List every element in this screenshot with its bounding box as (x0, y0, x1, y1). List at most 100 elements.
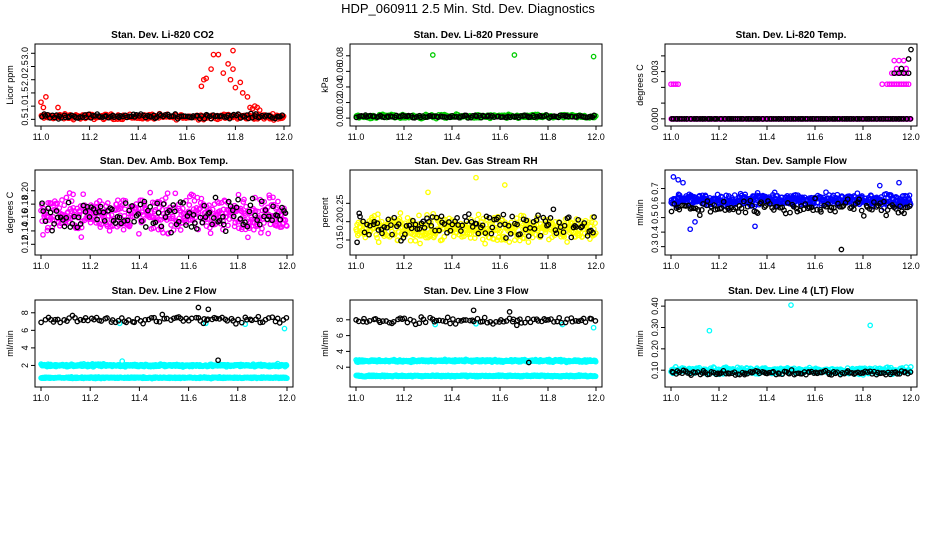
plot-frame (34, 299, 294, 388)
x-tick-label: 11.6 (178, 132, 195, 142)
data-point (391, 214, 398, 221)
data-point (424, 212, 430, 218)
data-point (869, 206, 875, 213)
data-point (552, 227, 559, 233)
data-point (675, 81, 682, 88)
data-point (122, 200, 129, 206)
data-point (147, 203, 154, 210)
data-point (443, 114, 450, 121)
series-red (38, 47, 287, 123)
chart-title: Stan. Dev. Amb. Box Temp. (100, 156, 228, 167)
data-point (97, 224, 104, 230)
data-point (433, 214, 440, 221)
y-tick-label: 2.0 (20, 73, 30, 86)
data-point (412, 237, 419, 244)
data-point (417, 240, 423, 247)
data-point (735, 209, 742, 215)
data-point (495, 214, 501, 221)
data-point (905, 56, 912, 62)
y-tick-label: 0.20 (335, 213, 345, 231)
data-point (230, 213, 237, 220)
x-tick-label: 11.6 (807, 261, 824, 271)
y-axis-label: kPa (320, 77, 330, 93)
x-tick-label: 11.6 (180, 261, 197, 271)
data-point (893, 116, 899, 122)
data-point (51, 221, 57, 227)
data-point (249, 195, 256, 202)
data-point (112, 220, 119, 226)
data-point (252, 212, 258, 219)
data-point (84, 203, 91, 210)
data-point (198, 83, 205, 90)
y-tick-label: 8 (335, 317, 345, 322)
data-point (236, 225, 242, 232)
data-point (53, 208, 60, 214)
data-point (229, 207, 236, 214)
data-point (489, 224, 496, 231)
data-point (98, 221, 105, 228)
data-point (720, 198, 727, 205)
data-point (191, 197, 198, 204)
data-point (896, 179, 902, 186)
data-point (361, 229, 368, 236)
data-point (897, 203, 903, 210)
data-point (247, 202, 254, 209)
data-point (680, 179, 686, 186)
data-point (863, 116, 870, 122)
data-point (740, 116, 746, 122)
data-point (506, 239, 513, 245)
data-point (824, 201, 831, 207)
data-point (42, 218, 49, 225)
data-point (591, 112, 597, 119)
x-tick-label: 11.4 (759, 132, 776, 142)
data-point (54, 214, 61, 221)
data-point (690, 205, 697, 212)
x-tick-label: 11.4 (759, 261, 776, 271)
data-point (283, 223, 290, 229)
data-point (425, 189, 431, 196)
x-tick-label: 11.4 (444, 261, 461, 271)
data-point (905, 81, 912, 88)
data-point (738, 205, 745, 212)
data-point (531, 226, 538, 232)
data-point (806, 204, 813, 211)
data-point (821, 116, 827, 122)
data-point (220, 206, 227, 213)
y-tick-label: 2 (335, 365, 345, 370)
data-point (560, 229, 567, 236)
data-point (186, 210, 193, 216)
x-tick-label: 11.0 (348, 132, 365, 142)
data-point (170, 202, 177, 208)
x-tick-label: 11.2 (711, 261, 728, 271)
data-point (561, 222, 568, 229)
data-point (550, 206, 557, 213)
data-point (244, 223, 251, 230)
data-point (900, 116, 907, 122)
data-point (254, 217, 261, 223)
data-point (82, 209, 89, 215)
data-point (754, 116, 761, 122)
data-point (575, 216, 582, 223)
data-point (162, 195, 169, 201)
data-point (94, 216, 100, 223)
data-point (877, 116, 883, 122)
data-point (534, 113, 540, 120)
data-point (463, 218, 470, 225)
data-point (754, 210, 761, 216)
x-tick-label: 12.0 (275, 132, 293, 142)
data-point (590, 53, 597, 60)
data-point (188, 224, 195, 230)
data-point (40, 104, 47, 111)
x-tick-label: 11.0 (348, 261, 365, 271)
data-point (155, 209, 162, 216)
data-point (824, 116, 830, 122)
data-point (282, 210, 289, 216)
data-point (163, 217, 170, 223)
data-point (482, 240, 488, 247)
data-point (592, 220, 598, 226)
data-point (192, 220, 198, 226)
data-point (241, 196, 247, 203)
